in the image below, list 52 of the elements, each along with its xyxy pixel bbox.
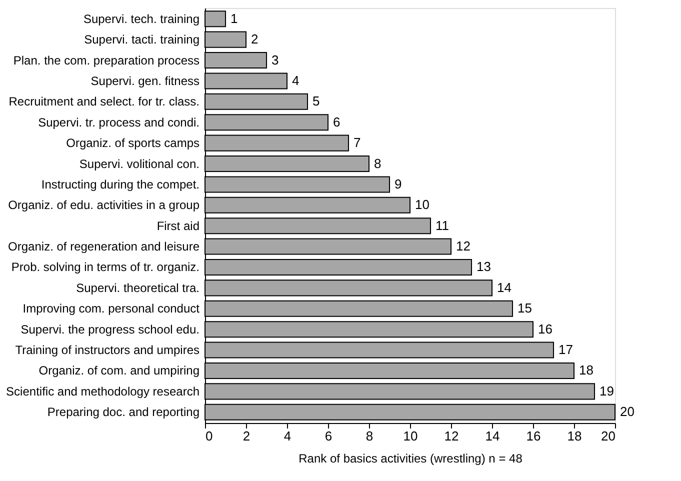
- y-tick-label: Prob. solving in terms of tr. organiz.: [11, 260, 200, 274]
- x-tick-label: 10: [403, 428, 418, 444]
- y-tick-label: Supervi. the progress school edu.: [20, 322, 200, 336]
- data-label: 1: [230, 10, 238, 26]
- x-tick-label: 4: [284, 428, 292, 444]
- x-axis-title: Rank of basics activities (wrestling) n = 48: [298, 452, 523, 466]
- data-label: 11: [436, 218, 449, 233]
- y-tick-label: Supervi. tech. training: [83, 12, 200, 26]
- data-label: 6: [333, 114, 340, 130]
- data-label: 4: [292, 72, 300, 88]
- data-label: 19: [600, 383, 614, 398]
- x-tick-label: 16: [526, 428, 541, 444]
- data-label: 12: [456, 238, 470, 254]
- data-label: 7: [354, 135, 361, 150]
- y-tick-label: Recruitment and select. for tr. class.: [8, 94, 200, 109]
- y-tick-label: Preparing doc. and reporting: [47, 405, 200, 420]
- data-label: 18: [579, 362, 594, 378]
- y-tick-label: Supervi. theoretical tra.: [76, 280, 200, 295]
- y-tick-label: Scientific and methodology research: [6, 384, 200, 398]
- x-tick-label: 14: [485, 428, 500, 444]
- y-tick-label: Improving com. personal conduct: [22, 302, 200, 316]
- x-tick-label: 20: [601, 428, 616, 444]
- data-label: 10: [415, 197, 430, 212]
- data-label: 17: [558, 342, 573, 358]
- data-label: 16: [538, 321, 552, 336]
- y-tick-label: Organiz. of regeneration and leisure: [8, 240, 200, 254]
- data-label: 15: [518, 300, 532, 316]
- data-label: 8: [374, 156, 382, 171]
- y-tick-label: First aid: [156, 218, 200, 233]
- y-tick-label: Training of instructors and umpires: [15, 343, 200, 358]
- data-label: 2: [251, 32, 258, 47]
- y-tick-label: Supervi. tacti. training: [84, 32, 200, 47]
- y-tick-label: Organiz. of com. and umpiring: [38, 364, 200, 378]
- y-tick-label: Plan. the com. preparation process: [13, 53, 200, 68]
- data-label: 20: [620, 404, 634, 420]
- x-tick-label: 6: [324, 428, 332, 444]
- data-label: 13: [476, 259, 491, 274]
- y-tick-label: Supervi. gen. fitness: [90, 74, 200, 88]
- y-tick-label: Supervi. volitional con.: [79, 156, 200, 171]
- y-tick-label: Organiz. of sports camps: [66, 136, 200, 150]
- data-label: 3: [272, 52, 279, 68]
- data-label: 14: [497, 280, 512, 295]
- y-tick-label: Instructing during the compet.: [41, 177, 200, 192]
- x-tick-label: 8: [366, 428, 374, 444]
- x-tick-label: 18: [567, 428, 582, 444]
- y-tick-label: Organiz. of edu. activities in a group: [8, 198, 200, 212]
- data-label: 9: [394, 176, 402, 192]
- x-tick-label: 0: [206, 428, 213, 444]
- data-label: 5: [312, 94, 320, 109]
- x-tick-label: 2: [242, 428, 250, 444]
- x-tick-label: 12: [444, 428, 459, 444]
- y-tick-label: Supervi. tr. process and condi.: [38, 115, 200, 130]
